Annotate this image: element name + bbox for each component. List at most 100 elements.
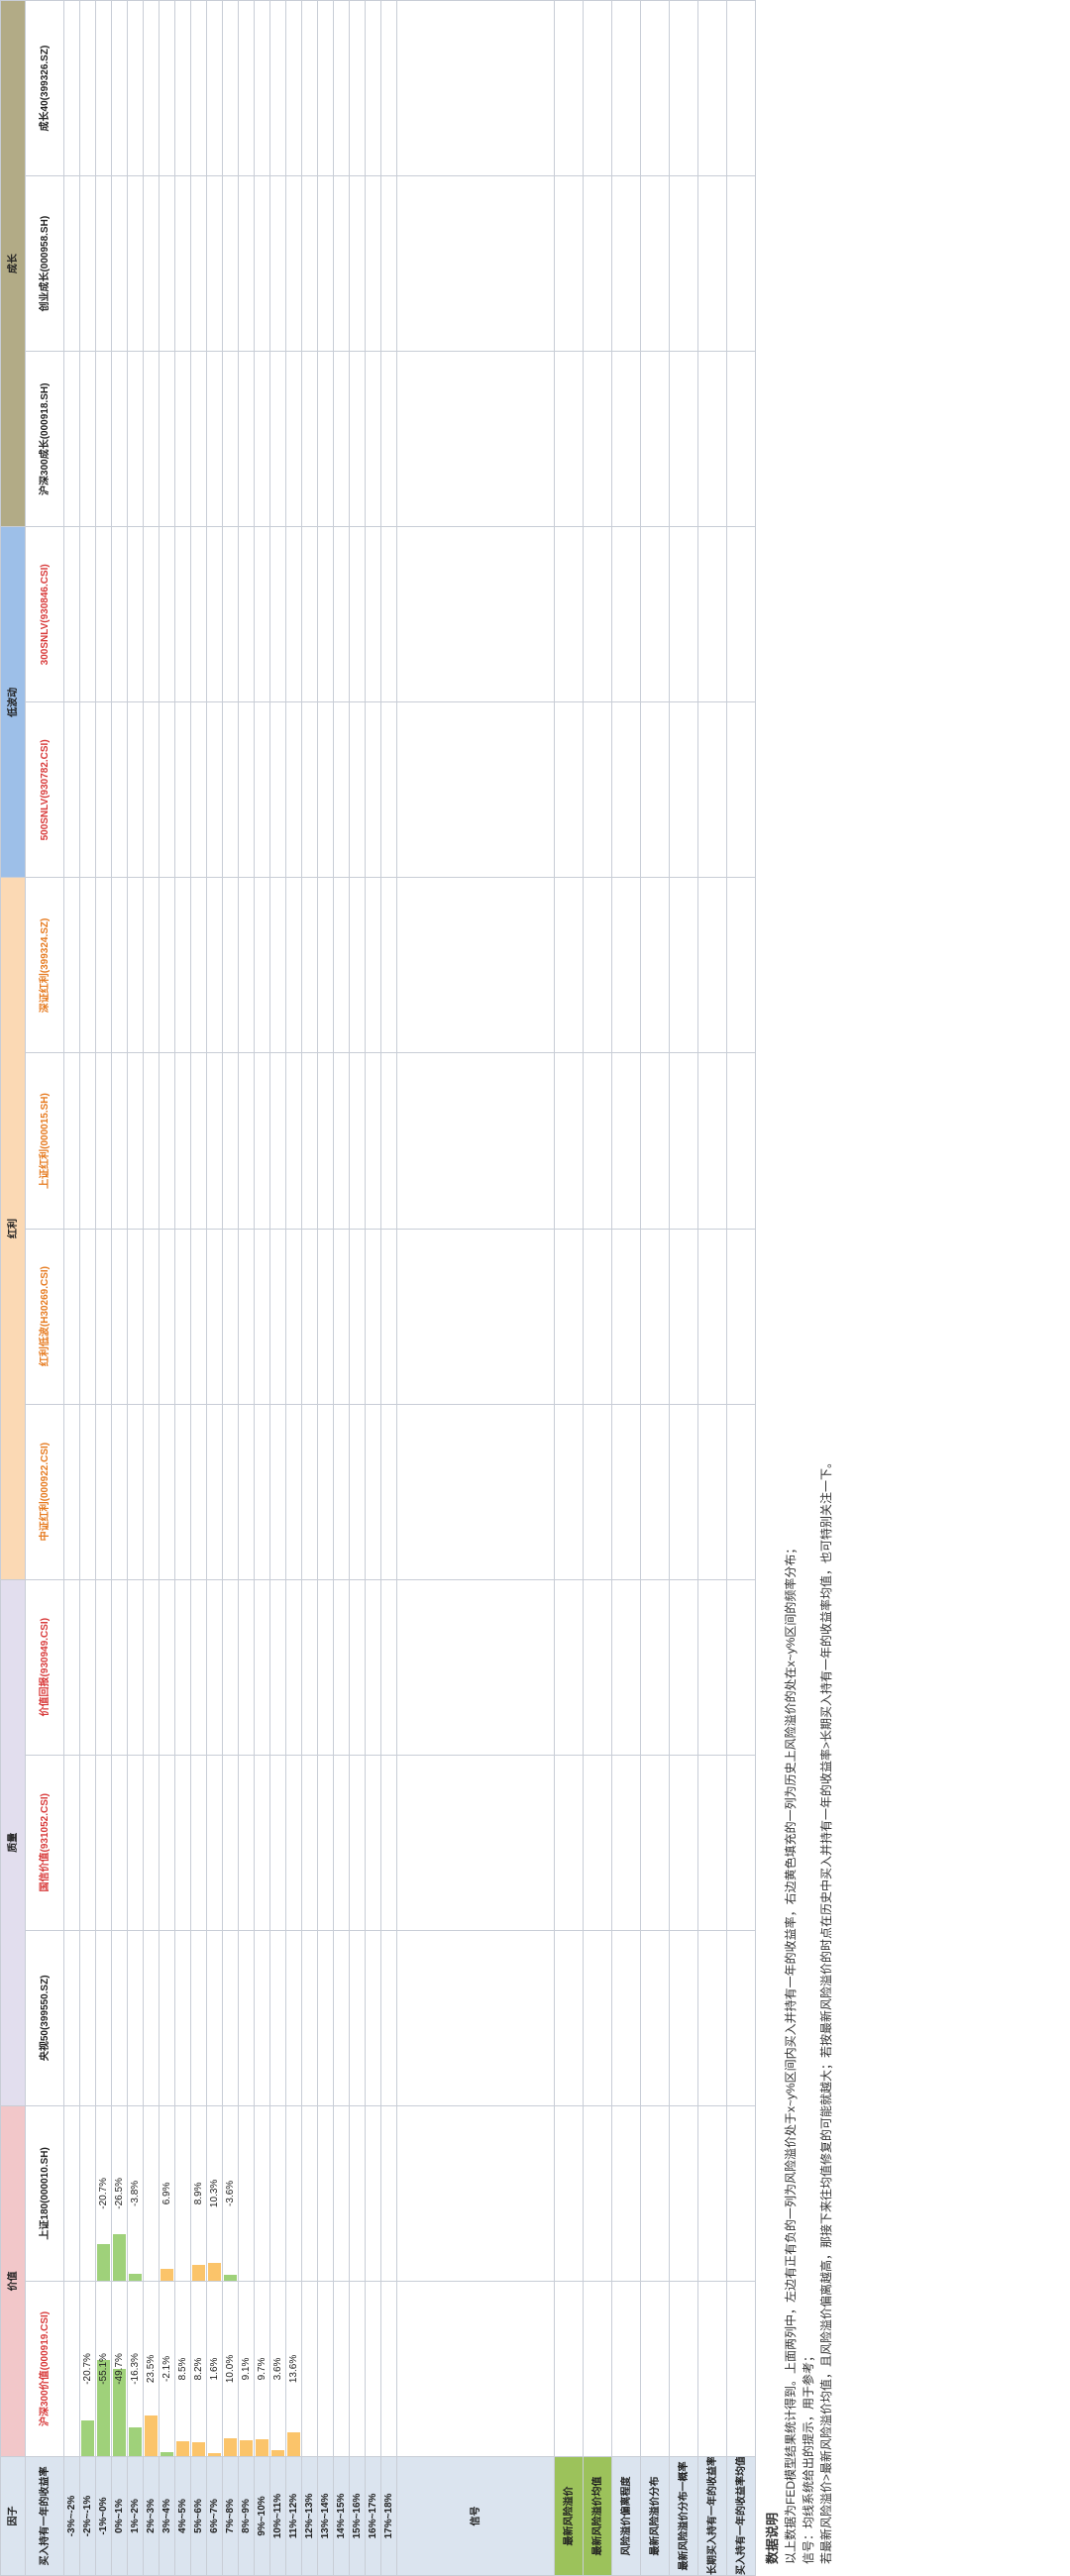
stat-cell [697, 1229, 727, 1405]
stat-cell [669, 2281, 698, 2457]
value-cell [380, 1229, 397, 1405]
group-header: 成长 [0, 0, 26, 527]
value-cell [349, 2105, 366, 2282]
value-bar [271, 2449, 284, 2456]
value-cell [79, 1930, 96, 2106]
value-cell: 8.5% [174, 2281, 191, 2457]
value-cell [79, 877, 96, 1053]
value-cell: -26.5% [111, 2105, 128, 2282]
value-cell [222, 1404, 239, 1580]
value-cell: -3.8% [127, 2105, 144, 2282]
value-cell: 6.9% [159, 2105, 175, 2282]
signal-cell [396, 1052, 555, 1230]
value-cell [174, 1229, 191, 1405]
value-cell [111, 1229, 128, 1405]
value-cell [127, 175, 144, 352]
value-cell [111, 1404, 128, 1580]
value-bar [208, 2262, 221, 2281]
value-cell [159, 701, 175, 878]
value-bar [224, 2274, 237, 2281]
value-text: 1.6% [209, 2357, 220, 2381]
value-cell [317, 1052, 334, 1230]
value-text: 9.1% [241, 2357, 252, 2381]
stat-cell [583, 2105, 612, 2282]
value-cell [269, 2105, 286, 2282]
stat-cell [669, 1579, 698, 1756]
value-cell [222, 1052, 239, 1230]
value-cell [238, 526, 255, 702]
stat-cell [726, 2281, 756, 2457]
value-text: 9.7% [257, 2357, 268, 2381]
value-cell [127, 0, 144, 176]
value-cell [254, 526, 270, 702]
value-text: 10.3% [209, 2179, 220, 2208]
stat-cell [554, 351, 584, 527]
signal-cell [396, 1579, 555, 1756]
stat-cell [726, 1755, 756, 1931]
value-cell [222, 351, 239, 527]
signal-cell [396, 526, 555, 702]
value-cell [380, 1579, 397, 1756]
value-bar [208, 2453, 221, 2456]
range-label: 14%~15% [333, 2456, 350, 2576]
index-header: 成长40(399326.SZ) [25, 0, 64, 176]
value-cell [365, 1052, 381, 1230]
value-cell [143, 526, 160, 702]
value-cell: -3.6% [222, 2105, 239, 2282]
value-cell [238, 701, 255, 878]
value-cell [317, 2105, 334, 2282]
value-cell [159, 175, 175, 352]
value-cell: 23.5% [143, 2281, 160, 2457]
value-text: -26.5% [114, 2178, 125, 2209]
stat-cell [697, 1052, 727, 1230]
value-cell [79, 1229, 96, 1405]
group-header: 低波动 [0, 526, 26, 878]
signal-cell [396, 1404, 555, 1580]
stat-cell [669, 2105, 698, 2282]
value-cell [301, 701, 318, 878]
value-cell [63, 0, 80, 176]
value-cell [190, 1052, 207, 1230]
value-cell [285, 1755, 302, 1931]
value-cell [238, 1052, 255, 1230]
stat-cell [583, 526, 612, 702]
value-cell [301, 877, 318, 1053]
value-cell [127, 701, 144, 878]
value-cell [79, 701, 96, 878]
value-cell [79, 1579, 96, 1756]
stat-cell [669, 526, 698, 702]
value-cell [269, 1755, 286, 1931]
stat-label: 最新风险溢价均值 [583, 2456, 612, 2576]
value-cell: 9.7% [254, 2281, 270, 2457]
value-text: -55.1% [98, 2353, 109, 2385]
stat-cell [669, 1404, 698, 1580]
value-cell [333, 351, 350, 527]
stat-cell [726, 175, 756, 352]
stat-cell [583, 1404, 612, 1580]
value-cell [222, 877, 239, 1053]
signal-label: 信号 [396, 2456, 555, 2576]
value-cell [238, 877, 255, 1053]
stat-cell [554, 1930, 584, 2106]
value-cell [143, 1229, 160, 1405]
stat-cell [611, 1755, 641, 1931]
value-cell [333, 1579, 350, 1756]
value-cell [127, 1930, 144, 2106]
stat-cell [726, 701, 756, 878]
index-header: 300SNLV(930846.CSI) [25, 526, 64, 702]
stat-cell [640, 1404, 670, 1580]
stat-cell [669, 0, 698, 176]
value-bar [192, 2441, 205, 2456]
stat-cell [554, 877, 584, 1053]
value-cell [317, 526, 334, 702]
value-cell [95, 351, 112, 527]
value-cell [349, 877, 366, 1053]
value-bar [287, 2432, 300, 2456]
stat-cell [726, 2105, 756, 2282]
value-cell [380, 1052, 397, 1230]
value-cell [111, 1930, 128, 2106]
index-header: 500SNLV(930782.CSI) [25, 701, 64, 878]
value-cell [333, 877, 350, 1053]
value-cell: 10.0% [222, 2281, 239, 2457]
value-cell: 1.6% [206, 2281, 223, 2457]
